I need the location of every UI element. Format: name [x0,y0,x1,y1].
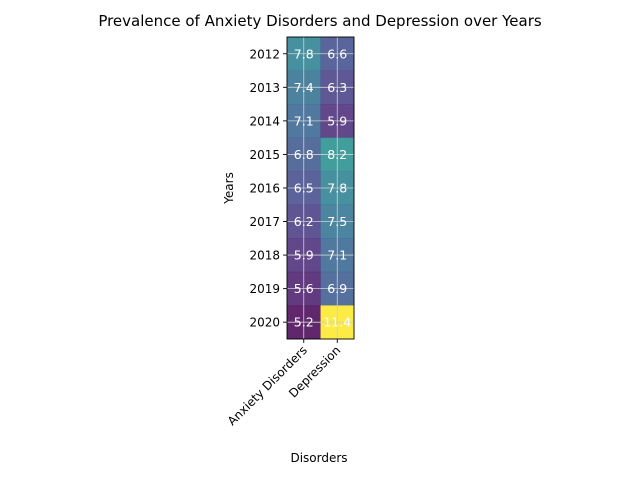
cell-value-label: 6.2 [294,214,314,229]
cell-value-label: 5.2 [294,315,314,330]
y-tick-label: 2017 [249,215,280,229]
x-axis-label: Disorders [290,451,347,465]
y-tick-label: 2016 [249,181,280,195]
y-tick-label: 2015 [249,148,280,162]
y-tick-label: 2018 [249,249,280,263]
cell-value-label: 7.8 [327,180,347,195]
cell-value-label: 7.5 [327,214,347,229]
y-axis-label: Years [222,172,236,205]
cell-value-label: 7.1 [294,113,314,128]
cell-value-label: 5.9 [294,248,314,263]
cell-value-label: 6.9 [327,281,347,296]
y-axis-ticks: 2012 2013 2014 2015 2016 2017 2018 2019 2020 [249,47,287,330]
y-tick-label: 2014 [249,114,280,128]
y-tick-label: 2019 [249,282,280,296]
cell-value-label: 5.6 [294,281,314,296]
cell-value-label: 6.6 [327,46,347,61]
cell-value-label: 11.4 [323,315,351,330]
y-tick-label: 2013 [249,81,280,95]
cell-value-label: 7.4 [294,80,314,95]
y-tick-label: 2012 [249,47,280,61]
cell-value-label: 7.8 [294,46,314,61]
grid-lines [287,37,354,339]
cell-value-label: 7.1 [327,248,347,263]
cell-value-label: 6.3 [327,80,347,95]
cell-value-label: 5.9 [327,113,347,128]
chart-title: Prevalence of Anxiety Disorders and Depr… [98,12,542,30]
cell-value-label: 6.5 [294,180,314,195]
y-tick-label: 2020 [249,316,280,330]
cell-value-labels: 7.8 6.6 7.4 6.3 7.1 5.9 6.8 8.2 6.5 7.8 6.2 7.5 5.9 7… [294,46,351,329]
cell-value-label: 8.2 [327,147,347,162]
cell-value-label: 6.8 [294,147,314,162]
